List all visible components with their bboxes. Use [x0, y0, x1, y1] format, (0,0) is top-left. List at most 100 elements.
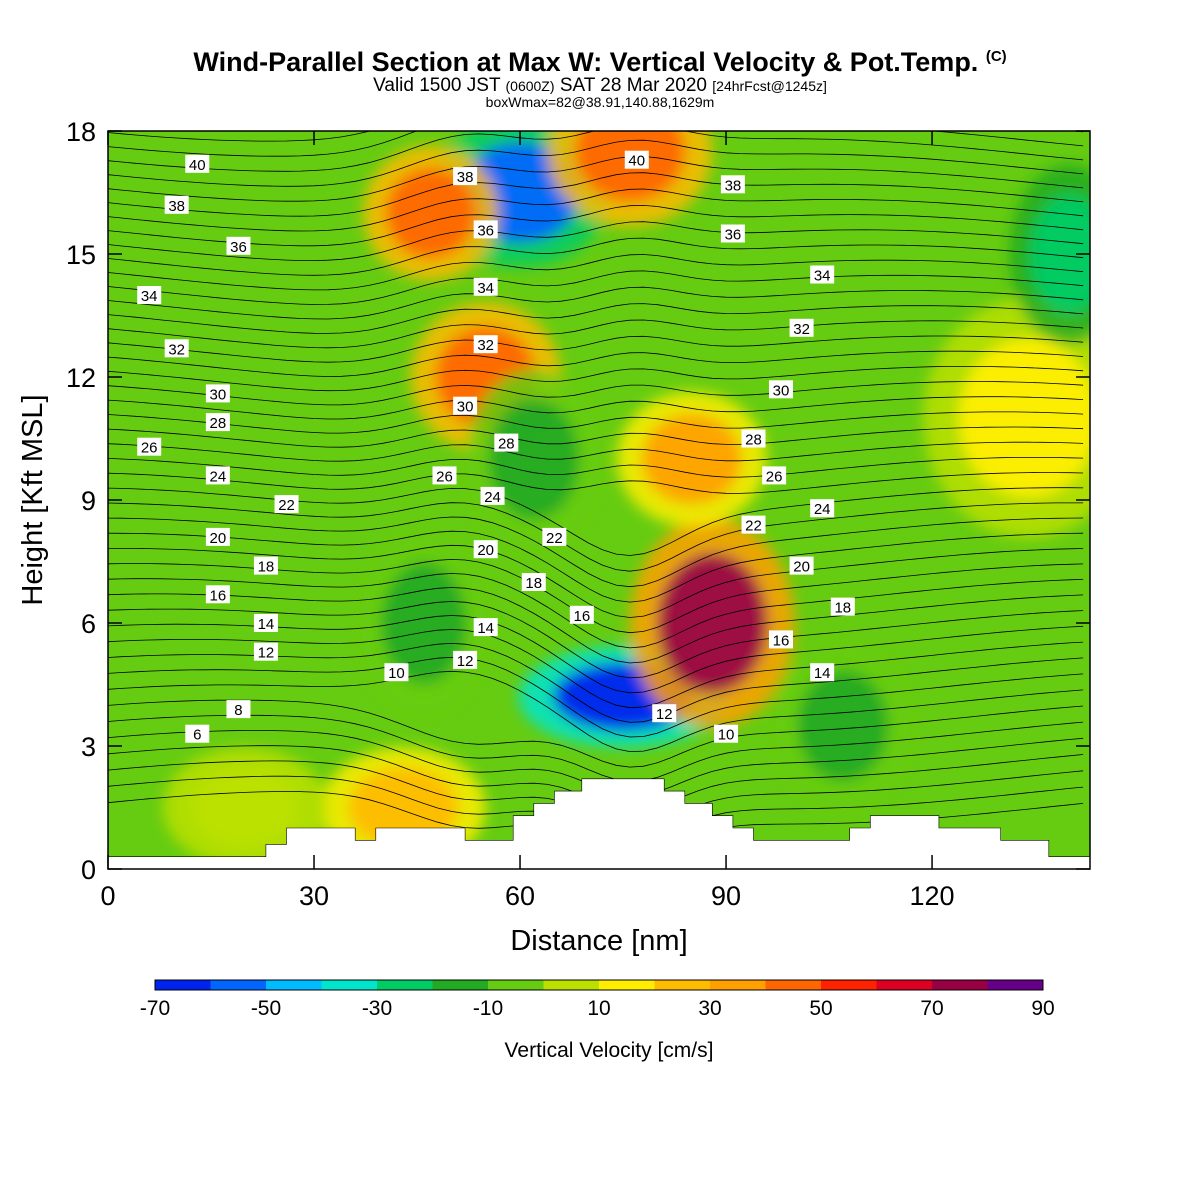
isentrope-line	[108, 303, 1084, 334]
isentrope-line	[108, 319, 1084, 349]
isentrope-line	[108, 487, 1084, 556]
theta-label-text: 18	[525, 575, 542, 592]
colorbar: -70 -50 -30 -10 10 30 50 70 90 Vertical Velocity …	[140, 979, 1055, 1062]
isentrope-line	[108, 457, 1084, 478]
isentrope-line	[108, 156, 1084, 202]
theta-label: 28	[205, 413, 230, 432]
theta-label: 28	[741, 429, 766, 449]
theta-label-text: 24	[210, 468, 227, 485]
theta-label: 18	[521, 573, 546, 592]
velocity-core	[348, 767, 459, 848]
terrain	[108, 778, 1090, 869]
plot-area: 4038363432302826242220181614128610121420…	[108, 131, 1090, 869]
theta-label: 38	[453, 167, 478, 186]
theta-label-box	[473, 335, 498, 354]
theta-label-text: 26	[766, 468, 783, 485]
chart-title: Wind-Parallel Section at Max W: Vertical…	[193, 47, 1007, 77]
isentrope-line	[108, 472, 1084, 494]
theta-label: 36	[226, 236, 251, 256]
theta-label-box	[253, 556, 278, 575]
isentrope-line	[108, 587, 1084, 664]
theta-label-text: 38	[725, 177, 742, 194]
y-tick-label: 18	[66, 117, 96, 147]
copyright-mark: (C)	[985, 48, 1007, 65]
colorbar-swatch	[155, 980, 211, 990]
isentrope-line	[108, 699, 1084, 768]
theta-label-text: 12	[457, 653, 474, 670]
theta-label-text: 38	[457, 169, 474, 186]
isentrope-line	[108, 204, 1084, 247]
isentrope-line	[108, 366, 1084, 392]
theta-label-box	[652, 704, 677, 723]
theta-label-text: 32	[477, 337, 494, 354]
theta-label: 20	[205, 527, 230, 547]
theta-label-box	[137, 437, 162, 456]
theta-label: 32	[789, 318, 814, 338]
box-info: boxWmax=82@38.91,140.88,1629m	[485, 94, 715, 110]
theta-label-box	[185, 154, 210, 173]
theta-label-box	[741, 515, 766, 534]
theta-label-text: 14	[477, 620, 494, 637]
isentrope-line	[108, 254, 1084, 291]
theta-label: 16	[768, 630, 793, 649]
theta-label-text: 36	[477, 222, 494, 239]
isentrope-line	[108, 530, 1084, 603]
theta-label: 36	[473, 220, 498, 239]
colorbar-swatch	[710, 980, 766, 990]
theta-label: 24	[480, 486, 505, 506]
theta-label-box	[253, 642, 278, 661]
isentrope-line	[108, 441, 1084, 462]
theta-label-box	[226, 700, 251, 719]
theta-label-box	[226, 236, 251, 255]
isentrope-line	[108, 396, 1084, 420]
isentrope-line	[108, 426, 1084, 448]
chart-subtitle: Valid 1500 JST (0600Z) SAT 28 Mar 2020 […	[373, 75, 827, 96]
theta-label: 14	[253, 614, 278, 633]
theta-label-box	[205, 585, 230, 604]
theta-label-box	[185, 724, 210, 743]
colorbar-swatch	[821, 980, 877, 990]
velocity-core	[1029, 194, 1090, 314]
theta-label-box	[473, 220, 498, 239]
theta-label-box	[542, 527, 567, 546]
theta-label: 22	[741, 515, 766, 535]
theta-label-text: 34	[141, 288, 158, 305]
y-tick-label: 9	[81, 486, 96, 516]
y-tick-label: 15	[66, 240, 96, 270]
theta-label: 20	[789, 556, 814, 576]
theta-label-text: 28	[210, 415, 227, 432]
theta-label-box	[768, 630, 793, 649]
colorbar-label: Vertical Velocity [cm/s]	[505, 1039, 714, 1062]
theta-label: 38	[720, 175, 745, 194]
colorbar-tick-label: -50	[251, 997, 281, 1020]
theta-label-text: 16	[773, 632, 790, 649]
colorbar-swatch	[488, 980, 544, 990]
y-axis-label: Height [Kft MSL]	[17, 394, 49, 605]
theta-label-text: 22	[546, 530, 563, 547]
isentrope-line	[108, 629, 1084, 709]
velocity-core	[488, 399, 579, 519]
theta-label-box	[569, 605, 594, 624]
theta-label-text: 8	[234, 702, 242, 719]
theta-label: 10	[384, 663, 409, 682]
colorbar-swatch	[377, 980, 433, 990]
theta-label-box	[205, 466, 230, 485]
theta-label-box	[720, 224, 745, 243]
theta-label: 14	[473, 618, 498, 637]
theta-label-text: 32	[168, 341, 185, 358]
theta-label-box	[453, 396, 478, 415]
isentrope-line	[108, 335, 1084, 363]
theta-label: 20	[473, 540, 498, 559]
theta-label-box	[205, 527, 230, 546]
theta-label: 18	[253, 556, 278, 576]
theta-label: 24	[205, 466, 230, 485]
theta-label: 36	[720, 224, 745, 244]
theta-label: 40	[185, 154, 210, 174]
theta-label-text: 28	[745, 432, 762, 449]
theta-label-box	[789, 556, 814, 575]
isentrope-line	[108, 131, 1084, 172]
theta-label-text: 40	[189, 157, 206, 174]
theta-label-box	[810, 663, 835, 682]
